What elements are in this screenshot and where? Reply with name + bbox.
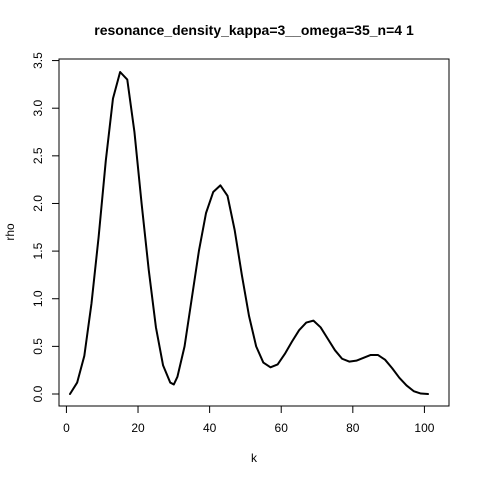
x-tick-label: 60 — [275, 421, 289, 435]
y-axis: 0.0 0.5 1.0 1.5 2.0 2.5 3.0 3.5 — [31, 52, 60, 402]
y-tick-label: 2.5 — [31, 147, 45, 164]
x-tick-label: 0 — [63, 421, 70, 435]
y-tick-label: 3.0 — [31, 100, 45, 117]
y-tick-label: 0.5 — [31, 338, 45, 355]
x-tick-label: 20 — [131, 421, 145, 435]
y-tick-label: 3.5 — [31, 52, 45, 69]
x-tick-label: 100 — [414, 421, 434, 435]
y-tick-label: 1.0 — [31, 290, 45, 307]
chart-title: resonance_density_kappa=3__omega=35_n=4 … — [94, 22, 414, 38]
y-axis-label: rho — [3, 223, 17, 241]
x-tick-label: 80 — [346, 421, 360, 435]
x-axis-label: k — [251, 451, 258, 465]
y-tick-label: 1.5 — [31, 242, 45, 259]
x-tick-label: 40 — [203, 421, 217, 435]
y-tick-label: 2.0 — [31, 195, 45, 212]
x-axis: 0 20 40 60 80 100 — [63, 405, 435, 435]
series-line — [69, 71, 429, 395]
y-tick-label: 0.0 — [31, 385, 45, 402]
